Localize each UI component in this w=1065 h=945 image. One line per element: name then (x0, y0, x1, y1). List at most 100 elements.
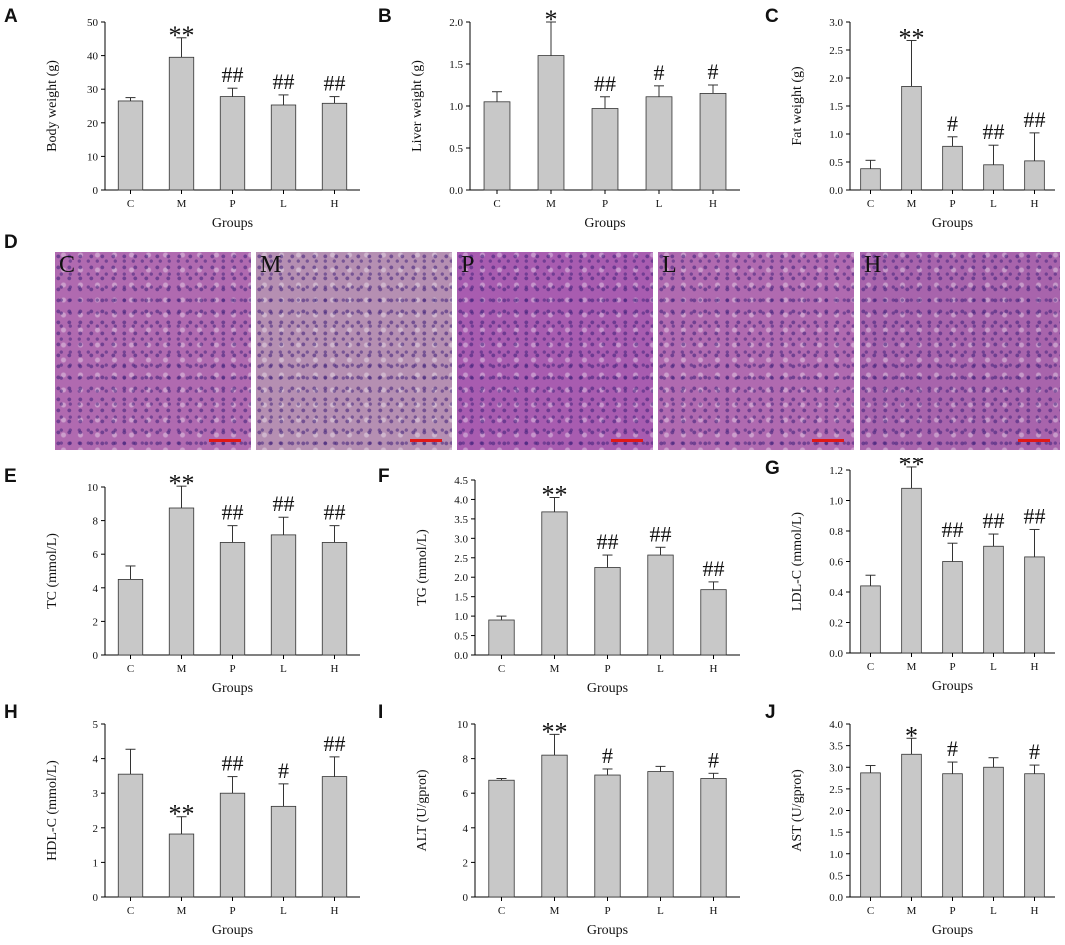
x-tick-label: C (867, 661, 874, 673)
y-tick-label: 2.0 (829, 806, 843, 818)
chart-liver-weight: 0.0 0.5 1.0 1.5 2.0 C M * P ## L # H # Groups Liver wei… (410, 10, 740, 231)
bar (699, 93, 727, 191)
x-tick-label: H (1031, 198, 1039, 210)
x-tick-label: L (280, 663, 287, 675)
y-tick-label: 20 (87, 118, 99, 130)
significance-label: ## (1024, 503, 1046, 528)
panel-label-d: D (4, 232, 18, 253)
histology-image-l: L (658, 252, 854, 450)
bar (901, 753, 922, 898)
bar (537, 55, 565, 191)
x-axis-title: Groups (587, 923, 628, 938)
significance-label: ## (273, 491, 295, 516)
bar (860, 772, 881, 898)
x-axis-title: Groups (212, 216, 253, 231)
x-tick-label: M (177, 198, 187, 210)
x-tick-label: M (177, 905, 187, 917)
y-tick-label: 2 (93, 823, 99, 835)
y-axis-title: Fat weight (g) (790, 66, 805, 146)
x-tick-label: H (1031, 905, 1039, 917)
bar (983, 545, 1004, 654)
significance-label: ** (542, 481, 568, 510)
y-tick-label: 0.2 (829, 618, 843, 630)
bar (1024, 556, 1045, 654)
significance-label: * (545, 10, 558, 34)
significance-label: ## (324, 731, 346, 756)
significance-label: ** (169, 21, 195, 50)
significance-label: ## (983, 119, 1005, 144)
y-tick-label: 0 (93, 650, 99, 662)
x-tick-label: M (907, 905, 917, 917)
x-tick-label: C (127, 905, 134, 917)
significance-label: ** (899, 458, 925, 479)
y-tick-label: 1.5 (829, 101, 843, 113)
panel-label-j: J (765, 702, 776, 723)
x-tick-label: H (710, 663, 718, 675)
bar (117, 100, 144, 191)
bar (321, 776, 348, 898)
significance-label: ## (703, 556, 725, 581)
scale-bar (410, 439, 442, 442)
significance-label: # (708, 59, 719, 84)
panel-label-h: H (4, 702, 18, 723)
y-tick-label: 0.5 (829, 870, 843, 882)
y-tick-label: 2.0 (829, 73, 843, 85)
chart-hdl-c: 0 1 2 3 4 5 C M ** P ## L # H ## Groups HDL-C (mmol/L) (45, 719, 360, 938)
scale-bar (812, 439, 844, 442)
y-tick-label: 0.0 (449, 185, 463, 197)
x-tick-label: H (710, 905, 718, 917)
significance-label: # (708, 747, 719, 772)
chart-tg: 0.0 0.5 1.0 1.5 2.0 2.5 3.0 3.5 4.0 4.5 C M ** P ## L ##… (415, 475, 740, 696)
y-tick-label: 2.5 (829, 45, 843, 57)
panel-label-i: I (378, 702, 384, 723)
x-tick-label: M (546, 198, 556, 210)
y-tick-label: 3.5 (454, 514, 468, 526)
x-tick-label: P (229, 663, 235, 675)
y-tick-label: 0.0 (829, 185, 843, 197)
bar (168, 833, 195, 898)
y-tick-label: 10 (87, 482, 99, 494)
histology-image-p: P (457, 252, 653, 450)
y-tick-label: 5 (93, 719, 99, 731)
histology-label: L (662, 252, 677, 278)
significance-label: ## (324, 500, 346, 525)
x-tick-label: C (498, 663, 505, 675)
y-tick-label: 8 (463, 754, 469, 766)
x-axis-title: Groups (584, 216, 625, 231)
bar (168, 56, 195, 191)
y-tick-label: 0 (93, 892, 99, 904)
bar (270, 534, 297, 656)
x-tick-label: L (990, 905, 997, 917)
y-tick-label: 4.0 (829, 719, 843, 731)
x-tick-label: P (604, 905, 610, 917)
bar (983, 766, 1004, 898)
y-tick-label: 0.5 (454, 631, 468, 643)
bar (168, 507, 195, 656)
significance-label: ## (650, 521, 672, 546)
y-tick-label: 30 (87, 84, 99, 96)
bar (901, 86, 922, 191)
panel-label-b: B (378, 6, 392, 27)
x-axis-title: Groups (932, 216, 973, 231)
x-tick-label: P (229, 905, 235, 917)
y-tick-label: 1 (93, 857, 99, 869)
y-tick-label: 2 (463, 857, 469, 869)
bar (594, 567, 621, 656)
y-tick-label: 1.5 (454, 592, 468, 604)
x-tick-label: H (331, 663, 339, 675)
x-tick-label: C (867, 905, 874, 917)
significance-label: ** (169, 800, 195, 829)
bar (860, 585, 881, 654)
y-tick-label: 2.5 (829, 784, 843, 796)
y-tick-label: 1.0 (829, 129, 843, 141)
bar (647, 771, 674, 898)
y-tick-label: 0.5 (829, 157, 843, 169)
x-tick-label: L (656, 198, 663, 210)
significance-label: # (947, 736, 958, 761)
significance-label: ## (942, 517, 964, 542)
bar (860, 168, 881, 191)
significance-label: ## (222, 62, 244, 87)
y-tick-label: 0.0 (454, 650, 468, 662)
y-tick-label: 4.0 (454, 494, 468, 506)
significance-label: # (1029, 739, 1040, 764)
